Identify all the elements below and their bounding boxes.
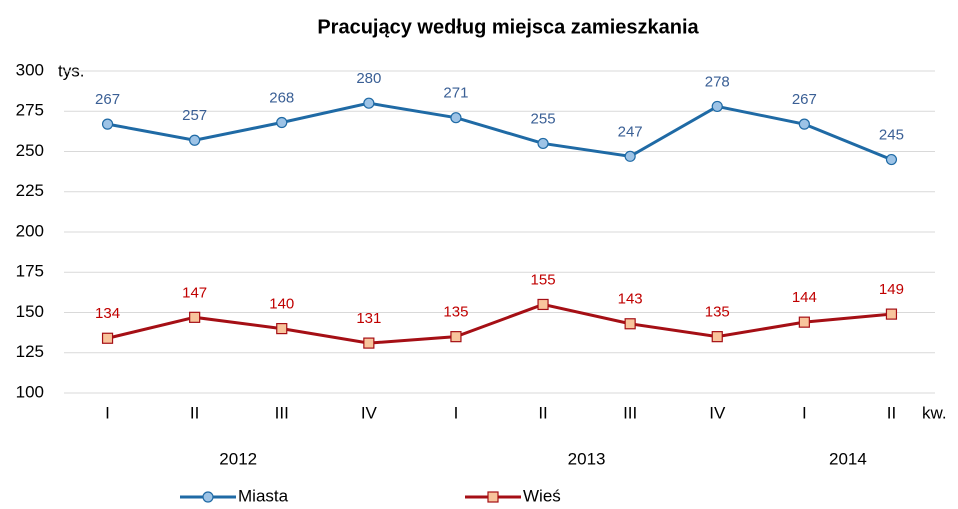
x-tick-label: I — [105, 403, 110, 422]
x-tick-label: II — [190, 403, 199, 422]
point — [537, 137, 549, 150]
value-label: 267 — [95, 91, 120, 108]
legend-label: Miasta — [238, 486, 289, 505]
y-tick-label: 225 — [16, 181, 44, 200]
x-tick-label: I — [802, 403, 807, 422]
x-tick-label: I — [454, 403, 459, 422]
point — [798, 316, 810, 328]
point — [189, 311, 201, 323]
legend-marker — [487, 491, 499, 503]
point — [276, 323, 288, 335]
value-label: 149 — [879, 281, 904, 298]
value-label: 144 — [792, 289, 817, 306]
x-group-label: 2014 — [829, 449, 867, 468]
legend-marker — [202, 491, 214, 503]
value-label: 134 — [95, 305, 120, 322]
value-label: 135 — [705, 304, 730, 321]
point — [363, 337, 375, 349]
point — [276, 116, 288, 129]
x-tick-label: II — [887, 403, 896, 422]
y-tick-label: 275 — [16, 101, 44, 120]
x-tick-label: IV — [361, 403, 378, 422]
point — [189, 134, 201, 146]
y-tick-label: 300 — [16, 60, 44, 79]
value-label: 278 — [705, 73, 730, 90]
value-label: 131 — [356, 310, 381, 327]
y-tick-label: 125 — [16, 342, 44, 361]
value-label: 267 — [792, 91, 817, 108]
point — [450, 331, 462, 343]
value-label: 271 — [443, 85, 468, 102]
x-unit-label: kw. — [922, 403, 947, 422]
x-tick-label: IV — [709, 403, 726, 422]
value-label: 245 — [879, 127, 904, 144]
y-tick-label: 200 — [16, 221, 44, 240]
y-tick-label: 250 — [16, 141, 44, 160]
x-tick-label: III — [275, 403, 289, 422]
value-label: 255 — [531, 110, 556, 127]
series-line — [107, 101, 893, 161]
x-group-label: 2013 — [568, 449, 606, 468]
value-label: 147 — [182, 284, 207, 301]
point — [711, 331, 723, 343]
value-label: 280 — [356, 70, 381, 87]
value-label: 143 — [618, 291, 643, 308]
point — [537, 298, 549, 311]
point — [624, 150, 636, 162]
point — [363, 97, 375, 109]
x-group-label: 2012 — [219, 449, 257, 468]
point — [450, 112, 462, 124]
point — [885, 153, 898, 166]
y-tick-label: 100 — [16, 382, 44, 401]
legend-label: Wieś — [523, 486, 561, 505]
point — [101, 118, 114, 130]
value-label: 247 — [618, 123, 643, 140]
y-tick-label: 150 — [16, 302, 44, 321]
value-label: 155 — [531, 271, 556, 288]
series-line — [107, 302, 892, 345]
chart-title: Pracujący według miejsca zamieszkania — [317, 16, 699, 38]
point — [885, 308, 898, 320]
point — [101, 332, 114, 344]
point — [711, 100, 723, 113]
point — [624, 318, 636, 330]
value-label: 257 — [182, 107, 207, 124]
y-tick-label: 175 — [16, 262, 44, 281]
value-label: 268 — [269, 89, 294, 106]
value-label: 135 — [443, 304, 468, 321]
x-tick-label: III — [623, 403, 637, 422]
value-label: 140 — [269, 296, 294, 313]
x-tick-label: II — [538, 403, 547, 422]
point — [798, 118, 810, 130]
